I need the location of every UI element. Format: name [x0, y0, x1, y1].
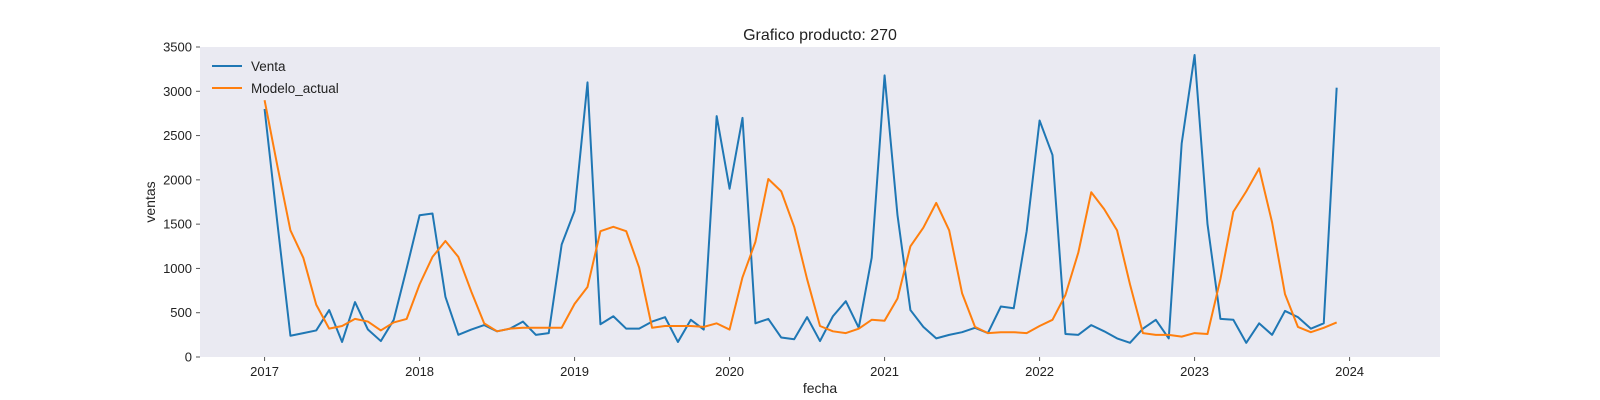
series-line-venta	[263, 53, 1338, 344]
x-axis-ticks: 2017 2018 2019 2020 2021 2022 2023 2024	[250, 357, 1364, 379]
x-tick-label: 2020	[715, 364, 744, 379]
y-tick-label: 1500	[163, 217, 192, 232]
y-tick-label: 3500	[163, 40, 192, 55]
y-axis-label: ventas	[142, 181, 158, 222]
x-tick-label: 2022	[1025, 364, 1054, 379]
x-tick-label: 2017	[250, 364, 279, 379]
x-axis-label: fecha	[803, 380, 837, 396]
y-tick-label: 3000	[163, 84, 192, 99]
y-tick-label: 2500	[163, 128, 192, 143]
x-tick-label: 2018	[405, 364, 434, 379]
series-line-modelo-actual	[263, 99, 1338, 338]
y-tick-label: 0	[185, 350, 192, 365]
y-tick-label: 500	[170, 305, 192, 320]
series-layer	[263, 53, 1338, 344]
y-tick-label: 1000	[163, 261, 192, 276]
y-tick-label: 2000	[163, 172, 192, 187]
chart-title: Grafico producto: 270	[743, 27, 897, 44]
y-axis-ticks: 0 500 1000 1500 2000 2500 3000 3500	[163, 40, 200, 365]
x-tick-label: 2019	[560, 364, 589, 379]
x-tick-label: 2021	[870, 364, 899, 379]
x-tick-label: 2023	[1180, 364, 1209, 379]
plot-background	[200, 47, 1440, 357]
x-tick-label: 2024	[1335, 364, 1364, 379]
legend: Venta Modelo_actual	[212, 59, 339, 96]
legend-label-modelo-actual: Modelo_actual	[251, 81, 339, 96]
legend-label-venta: Venta	[251, 59, 286, 74]
